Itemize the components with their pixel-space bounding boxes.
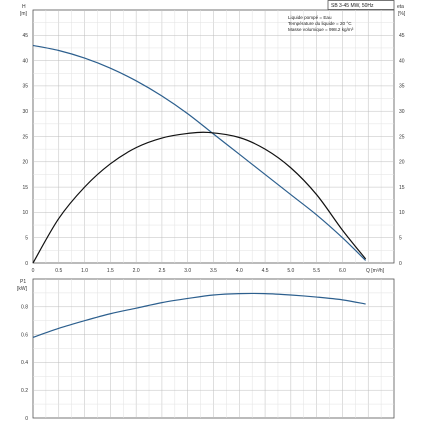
right-tick-label: 25 bbox=[399, 134, 405, 140]
x-tick-label: 5.5 bbox=[313, 268, 320, 274]
x-tick-label: 6.0 bbox=[339, 268, 346, 274]
title-box bbox=[327, 0, 395, 10]
power-axis-label: P1 bbox=[20, 279, 26, 285]
x-axis-label: Q [m³/h] bbox=[366, 268, 385, 274]
right-tick-label: 0 bbox=[399, 261, 402, 267]
left-tick-label: 0 bbox=[25, 261, 28, 267]
left-tick-label: 10 bbox=[22, 210, 28, 216]
left-axis-label: H bbox=[22, 4, 26, 10]
right-tick-label: 35 bbox=[399, 84, 405, 90]
left-tick-label: 40 bbox=[22, 58, 28, 64]
annotation-temperature: Température du liquide = 20 °C bbox=[288, 21, 352, 26]
power-tick-label: 0 bbox=[25, 416, 28, 422]
upper-grid bbox=[33, 10, 394, 263]
x-tick-label: 4.5 bbox=[262, 268, 269, 274]
curves bbox=[32, 44, 367, 338]
title-box-text: SB 3-45 MW, 50Hz bbox=[331, 3, 374, 9]
x-tick-label: 3.0 bbox=[184, 268, 191, 274]
right-tick-label: 10 bbox=[399, 210, 405, 216]
x-tick-label: 2.5 bbox=[158, 268, 165, 274]
left-axis-unit: [m] bbox=[20, 11, 28, 17]
lower-grid bbox=[33, 279, 394, 418]
power-tick-label: 0.6 bbox=[21, 332, 28, 338]
x-tick-label: 1.5 bbox=[107, 268, 114, 274]
head-curve bbox=[32, 44, 367, 261]
efficiency-curve bbox=[32, 131, 367, 264]
power-axis-unit: [kW] bbox=[17, 286, 28, 292]
right-tick-label: 45 bbox=[399, 33, 405, 39]
left-tick-label: 5 bbox=[25, 236, 28, 242]
x-tick-label: 3.5 bbox=[210, 268, 217, 274]
left-tick-label: 20 bbox=[22, 160, 28, 166]
left-tick-label: 30 bbox=[22, 109, 28, 115]
x-tick-label: 5.0 bbox=[287, 268, 294, 274]
x-tick-label: 4.0 bbox=[236, 268, 243, 274]
right-axis-label: eta bbox=[397, 4, 404, 10]
power-tick-label: 0.4 bbox=[21, 360, 28, 366]
left-tick-label: 25 bbox=[22, 134, 28, 140]
right-axis-unit: [%] bbox=[398, 11, 406, 17]
x-tick-label: 2.0 bbox=[133, 268, 140, 274]
power-curve bbox=[32, 292, 366, 338]
x-tick-label: 0 bbox=[32, 268, 35, 274]
power-tick-label: 0.2 bbox=[21, 388, 28, 394]
right-tick-label: 30 bbox=[399, 109, 405, 115]
power-tick-label: 0.8 bbox=[21, 305, 28, 311]
right-tick-label: 20 bbox=[399, 160, 405, 166]
right-tick-label: 5 bbox=[399, 236, 402, 242]
annotation-density: Masse volumique = 998.2 kg/m³ bbox=[288, 27, 354, 32]
left-tick-label: 45 bbox=[22, 33, 28, 39]
x-tick-label: 1.0 bbox=[81, 268, 88, 274]
left-tick-label: 35 bbox=[22, 84, 28, 90]
annotation-liquid: Liquide pompé = Eau bbox=[288, 15, 332, 20]
right-tick-label: 40 bbox=[399, 58, 405, 64]
right-tick-label: 15 bbox=[399, 185, 405, 191]
x-tick-label: 0.5 bbox=[55, 268, 62, 274]
left-tick-label: 15 bbox=[22, 185, 28, 191]
